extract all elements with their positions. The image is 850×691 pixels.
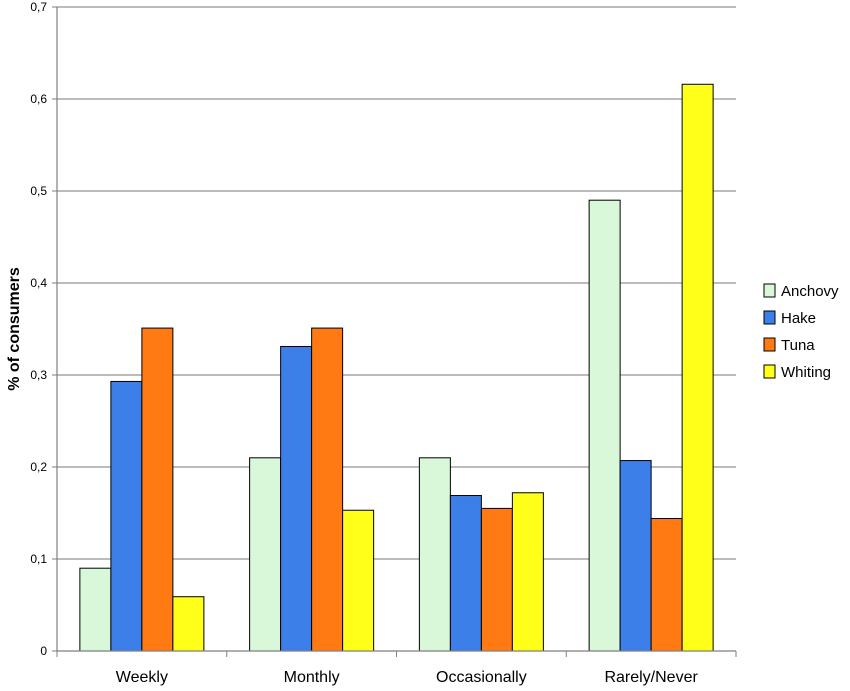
y-tick-label: 0,3 xyxy=(30,368,47,382)
x-tick-label: Weekly xyxy=(116,669,168,686)
bar-tuna-rarely-never xyxy=(650,518,683,652)
bar-tuna-monthly xyxy=(311,327,344,652)
y-tick-label: 0,5 xyxy=(30,184,47,198)
legend-swatch-hake xyxy=(763,310,776,325)
bar-anchovy-rarely-never xyxy=(588,199,621,652)
bar-whiting-occasionally xyxy=(511,492,544,652)
legend-label-whiting: Whiting xyxy=(781,364,831,381)
x-tick-label: Monthly xyxy=(284,669,340,686)
legend-label-hake: Hake xyxy=(781,310,816,327)
x-tick-labels: Weekly Monthly Occasionally Rarely/Never xyxy=(56,651,737,686)
legend-swatch-whiting xyxy=(763,364,776,379)
bar-whiting-rarely-never xyxy=(681,83,714,652)
bar-whiting-monthly xyxy=(342,509,375,652)
y-tick-label: 0,4 xyxy=(30,276,47,290)
y-tick-label: 0,2 xyxy=(30,460,47,474)
bar-hake-weekly xyxy=(110,380,143,652)
bar-hake-monthly xyxy=(280,345,313,652)
x-tick-label: Rarely/Never xyxy=(604,669,698,686)
bar-tuna-occasionally xyxy=(480,507,513,652)
bar-anchovy-monthly xyxy=(249,457,282,652)
legend-label-tuna: Tuna xyxy=(781,337,815,354)
legend: Anchovy Hake Tuna Whiting xyxy=(763,283,839,381)
bar-anchovy-weekly xyxy=(79,567,112,652)
y-tick-label: 0,1 xyxy=(30,552,47,566)
legend-label-anchovy: Anchovy xyxy=(781,283,839,300)
bar-tuna-weekly xyxy=(141,327,174,652)
x-tick-label: Occasionally xyxy=(436,669,527,686)
bar-anchovy-occasionally xyxy=(418,457,451,652)
legend-swatch-tuna xyxy=(763,337,776,352)
bar-hake-occasionally xyxy=(449,495,482,652)
legend-swatch-anchovy xyxy=(763,283,776,298)
y-tick-label: 0,6 xyxy=(30,92,47,106)
bar-hake-rarely-never xyxy=(619,460,652,652)
y-tick-label: 0,7 xyxy=(30,0,47,14)
bar-whiting-weekly xyxy=(172,596,205,652)
y-tick-label: 0 xyxy=(40,644,47,658)
bars xyxy=(79,83,714,652)
y-axis-title: % of consumers xyxy=(6,267,23,391)
y-tick-labels: 0 0,1 0,2 0,3 0,4 0,5 0,6 0,7 xyxy=(30,0,57,658)
